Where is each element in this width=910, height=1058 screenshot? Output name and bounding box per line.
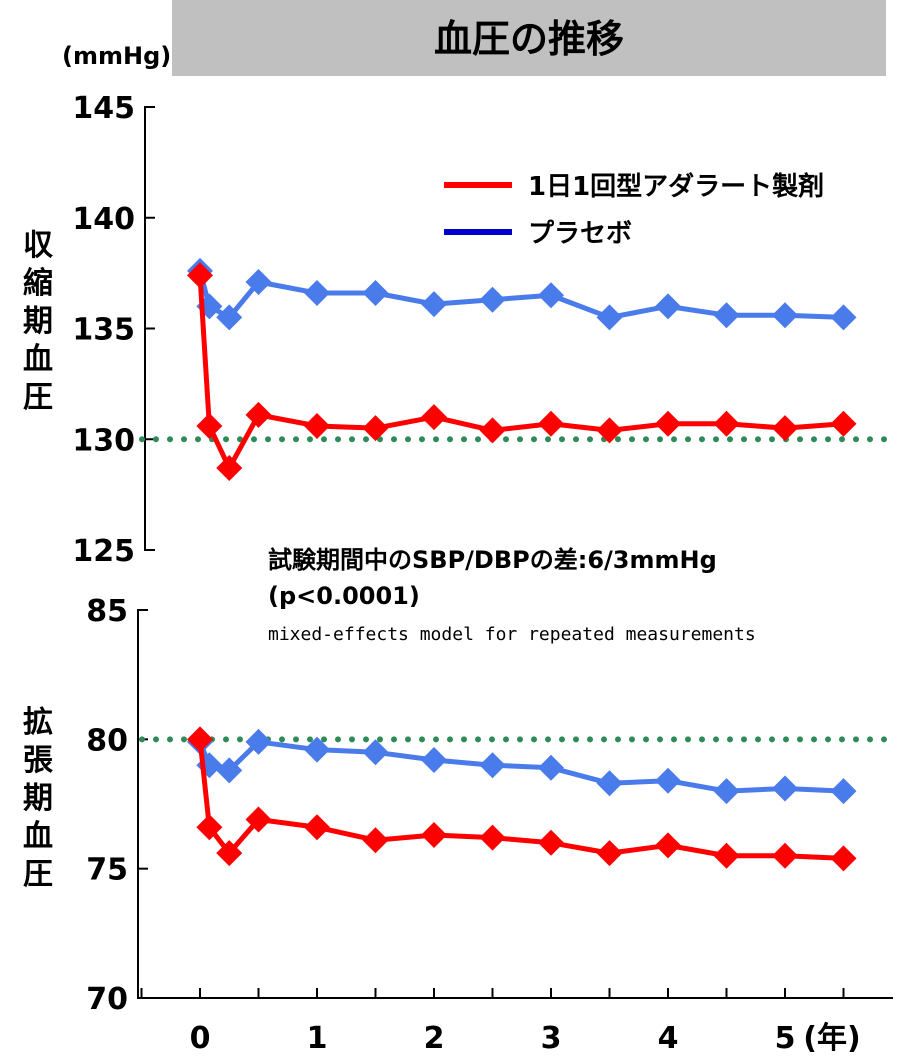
x-unit-label: (年): [803, 1021, 860, 1056]
y-axis-label-char: 血: [23, 342, 53, 377]
x-tick-label: 0: [190, 1021, 211, 1056]
data-point: [196, 412, 223, 439]
data-point: [713, 778, 740, 805]
y-tick-label: 75: [86, 853, 128, 888]
y-tick-label: 70: [86, 982, 128, 1017]
series-line: [197, 739, 844, 861]
data-point: [216, 455, 243, 482]
y-axis-label-char: 圧: [23, 380, 53, 415]
y-axis-label-char: 血: [23, 819, 53, 854]
x-tick-label: 4: [658, 1021, 679, 1056]
data-point: [479, 824, 506, 851]
data-point: [304, 736, 330, 763]
y-axis-label-char: 張: [23, 743, 53, 778]
data-point: [830, 845, 857, 872]
data-point: [216, 757, 243, 784]
data-point: [830, 304, 857, 331]
data-point: [596, 840, 623, 867]
y-axis-label-char: 期: [23, 781, 53, 816]
data-point: [772, 842, 798, 869]
y-tick-label: 125: [72, 534, 135, 569]
legend-label-placebo: プラセボ: [528, 219, 632, 249]
y-tick-label: 130: [72, 423, 135, 458]
annotation-pvalue: (p<0.0001): [268, 582, 420, 610]
data-point: [362, 415, 389, 442]
data-point: [713, 842, 740, 869]
data-point: [596, 770, 623, 797]
data-point: [830, 410, 857, 437]
data-point: [713, 410, 740, 437]
y-axis-label-char: 縮: [23, 266, 53, 301]
y-tick-label: 85: [86, 594, 128, 629]
y-axis-label-char: 拡: [23, 705, 53, 740]
axes: 145 140 135 130 125 85 80 75 70 0 1 2 3 4 5: [72, 91, 893, 1056]
data-point: [187, 726, 213, 753]
data-point: [538, 410, 564, 437]
data-point: [216, 840, 243, 867]
y-axis-label-char: 期: [23, 304, 53, 339]
data-point: [245, 401, 272, 428]
x-tick-label: 2: [424, 1021, 445, 1056]
data-point: [596, 417, 623, 444]
data-point: [245, 268, 272, 295]
data-point: [421, 747, 447, 774]
x-tick-label: 3: [541, 1021, 562, 1056]
data-point: [772, 415, 798, 442]
annotation-difference: 試験期間中のSBP/DBPの差:6/3mmHg: [268, 546, 717, 574]
data-point: [655, 767, 681, 794]
data-point: [479, 417, 506, 444]
data-point: [245, 728, 272, 755]
data-point: [304, 814, 330, 841]
y-tick-label: 135: [72, 313, 135, 348]
y-tick-label: 145: [72, 91, 135, 126]
data-point: [362, 280, 389, 307]
data-point: [362, 827, 389, 854]
data-point: [538, 829, 564, 856]
data-point: [772, 302, 798, 329]
data-point: [421, 822, 447, 849]
series-layer: [187, 257, 857, 872]
data-point: [245, 806, 272, 833]
data-point: [421, 291, 447, 318]
y-axis-label-char: 圧: [23, 857, 53, 892]
data-point: [772, 775, 798, 802]
data-point: [655, 832, 681, 859]
y-unit-label: (mmHg): [62, 42, 171, 70]
series-line: [197, 270, 844, 320]
data-point: [538, 282, 564, 309]
data-point: [216, 304, 243, 331]
y-axis-label-char: 収: [23, 228, 54, 263]
legend: 1日1回型アダラート製剤 プラセボ: [444, 171, 824, 249]
data-point: [479, 752, 506, 779]
series-line: [197, 739, 844, 794]
y-tick-label: 80: [86, 723, 128, 758]
data-point: [596, 304, 623, 331]
x-tick-label: 5: [775, 1021, 796, 1056]
data-point: [655, 293, 681, 320]
y-tick-label: 140: [72, 202, 135, 237]
data-point: [713, 302, 740, 329]
reference-lines: [139, 436, 898, 743]
title-background: [172, 0, 886, 76]
data-point: [362, 739, 389, 766]
chart-title: 血圧の推移: [434, 17, 624, 61]
data-point: [187, 262, 213, 289]
data-point: [830, 778, 857, 805]
data-point: [479, 286, 506, 313]
data-point: [421, 404, 447, 431]
x-tick-label: 1: [307, 1021, 328, 1056]
legend-label-adagrat: 1日1回型アダラート製剤: [528, 171, 824, 202]
data-point: [538, 754, 564, 781]
data-point: [196, 814, 223, 841]
annotation-model: mixed-effects model for repeated measure…: [268, 624, 756, 645]
data-point: [304, 412, 330, 439]
data-point: [655, 410, 681, 437]
data-point: [304, 280, 330, 307]
